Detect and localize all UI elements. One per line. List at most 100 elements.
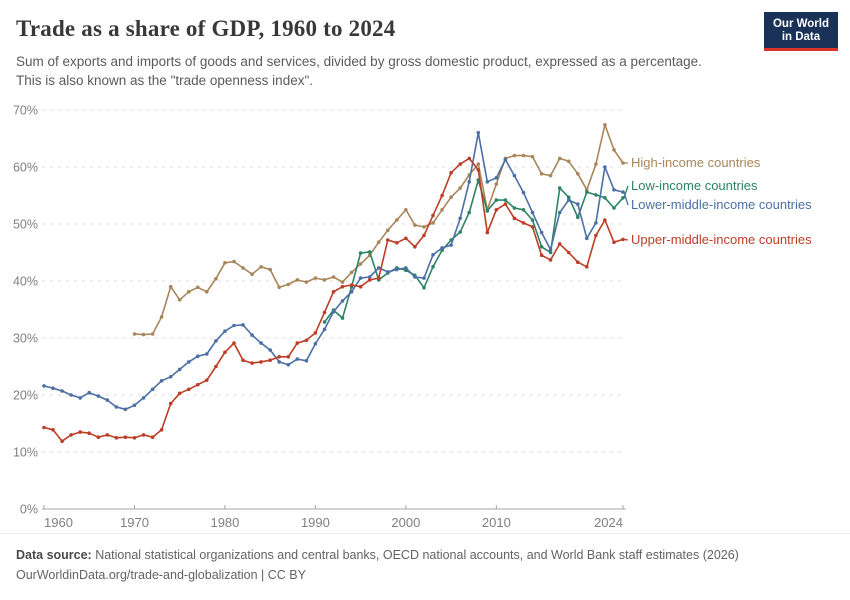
chart-point-3-2021: [594, 233, 598, 238]
chart-point-3-1990: [313, 331, 318, 335]
chart-point-2-2000: [404, 266, 408, 270]
chart-point-3-1978: [205, 378, 209, 383]
chart-point-3-1969: [123, 435, 128, 440]
chart-point-2-1988: [295, 357, 300, 361]
citation-line[interactable]: OurWorldinData.org/trade-and-globalizati…: [16, 568, 306, 582]
chart-point-0-1971: [141, 332, 146, 337]
chart-point-0-1986: [277, 285, 282, 290]
chart-point-3-1988: [295, 341, 300, 345]
footer-divider: [0, 533, 850, 534]
chart-point-2-1991: [322, 327, 327, 332]
chart-point-2-1975: [177, 367, 182, 372]
chart-point-0-1990: [313, 276, 318, 280]
chart-point-3-1987: [286, 355, 291, 359]
chart-point-2-1983: [250, 333, 254, 337]
chart-point-0-1974: [168, 284, 173, 289]
chart-point-3-1966: [96, 435, 101, 440]
chart-point-2-1978: [205, 352, 209, 356]
chart-point-3-1997: [376, 276, 381, 280]
chart-point-3-1980: [223, 350, 227, 355]
chart-point-0-1976: [187, 290, 191, 294]
chart-point-3-2014: [530, 225, 535, 229]
chart-line-2: [43, 132, 624, 411]
chart-point-3-1963: [69, 433, 73, 437]
chart-point-3-1971: [141, 433, 146, 437]
legend-label-high-income[interactable]: High-income countries: [631, 155, 761, 170]
chart-point-3-2015: [539, 253, 544, 258]
chart-point-0-1988: [295, 278, 300, 282]
chart-point-2-1974: [168, 375, 173, 379]
chart-point-2-1973: [159, 379, 164, 383]
chart-point-2-1987: [286, 363, 291, 367]
chart-point-2-2017: [557, 210, 562, 215]
chart-point-3-2012: [512, 216, 517, 221]
chart-point-0-1992: [331, 275, 336, 279]
chart-point-3-2007: [467, 156, 472, 161]
chart-point-3-1968: [114, 436, 119, 440]
y-tick-label-20: 20%: [13, 389, 38, 403]
data-source-label: Data source:: [16, 548, 92, 562]
chart-title: Trade as a share of GDP, 1960 to 2024: [16, 16, 396, 41]
chart-point-0-2003: [431, 221, 435, 225]
chart-point-1-2010: [494, 198, 499, 202]
chart-point-0-1981: [232, 259, 236, 264]
y-tick-label-40: 40%: [13, 275, 38, 289]
chart-point-3-2009: [485, 230, 490, 235]
chart-point-0-1991: [322, 278, 327, 282]
owid-logo[interactable]: Our World in Data: [763, 12, 838, 51]
chart-point-1-2009: [485, 209, 490, 213]
chart-point-2-1999: [395, 267, 399, 272]
chart-point-2-1996: [367, 275, 372, 279]
chart-point-2-1985: [268, 348, 273, 352]
chart-point-3-2008: [476, 168, 481, 172]
chart-point-2-1972: [150, 387, 155, 392]
chart-point-1-2020: [585, 190, 589, 194]
chart-point-1-1993: [340, 316, 345, 320]
chart-point-0-2024: [621, 161, 625, 165]
trade-gdp-line-chart: 0% 10% 20% 30% 40% 50% 60% 70% 1960 1970 1980 1990 2…: [13, 104, 629, 530]
chart-point-3-2022: [603, 218, 607, 222]
chart-point-3-1993: [340, 284, 345, 289]
y-tick-label-50: 50%: [13, 218, 38, 232]
chart-point-2-2009: [485, 180, 490, 184]
legend-label-upper-middle-income[interactable]: Upper-middle-income countries: [631, 232, 812, 247]
chart-point-3-1994: [349, 283, 354, 287]
chart-point-1-2023: [612, 206, 616, 210]
y-tick-label-0: 0%: [20, 503, 38, 517]
chart-point-0-2002: [422, 225, 426, 229]
chart-point-2-2015: [539, 230, 544, 235]
chart-point-3-2019: [576, 260, 580, 265]
chart-point-0-2022: [603, 123, 607, 127]
chart-point-3-1992: [331, 290, 336, 294]
chart-point-0-2021: [594, 162, 598, 166]
y-tick-label-10: 10%: [13, 446, 38, 460]
owid-logo-line1: Our World: [772, 18, 829, 30]
chart-point-2-1984: [259, 341, 263, 345]
chart-point-0-1970: [132, 332, 137, 336]
chart-point-0-1982: [241, 266, 245, 270]
chart-point-3-2024: [621, 237, 625, 242]
chart-point-3-2002: [422, 233, 426, 238]
chart-point-0-2013: [521, 153, 526, 158]
chart-subtitle: Sum of exports and imports of goods and …: [16, 54, 702, 88]
chart-point-0-2001: [413, 223, 417, 227]
chart-point-3-1973: [159, 428, 164, 432]
chart-point-0-2018: [566, 159, 571, 164]
footer: Data source: National statistical organi…: [16, 545, 739, 585]
chart-point-2-2014: [530, 210, 535, 215]
chart-point-2-1966: [96, 394, 101, 398]
chart-point-1-1995: [358, 251, 363, 255]
chart-point-3-1999: [395, 241, 399, 245]
chart-point-2-2020: [585, 236, 589, 241]
chart-point-2-2007: [467, 180, 472, 184]
chart-point-0-1980: [223, 261, 227, 265]
legend-label-lower-middle-income[interactable]: Lower-middle-income countries: [631, 197, 812, 212]
chart-point-2-1980: [223, 329, 227, 334]
chart-point-3-2001: [413, 245, 417, 249]
y-tick-label-30: 30%: [13, 332, 38, 346]
chart-point-1-2012: [512, 206, 517, 210]
chart-point-2-2004: [440, 246, 444, 250]
chart-point-3-1983: [250, 361, 254, 365]
chart-point-2-1994: [349, 290, 354, 294]
legend-label-low-income[interactable]: Low-income countries: [631, 178, 758, 193]
